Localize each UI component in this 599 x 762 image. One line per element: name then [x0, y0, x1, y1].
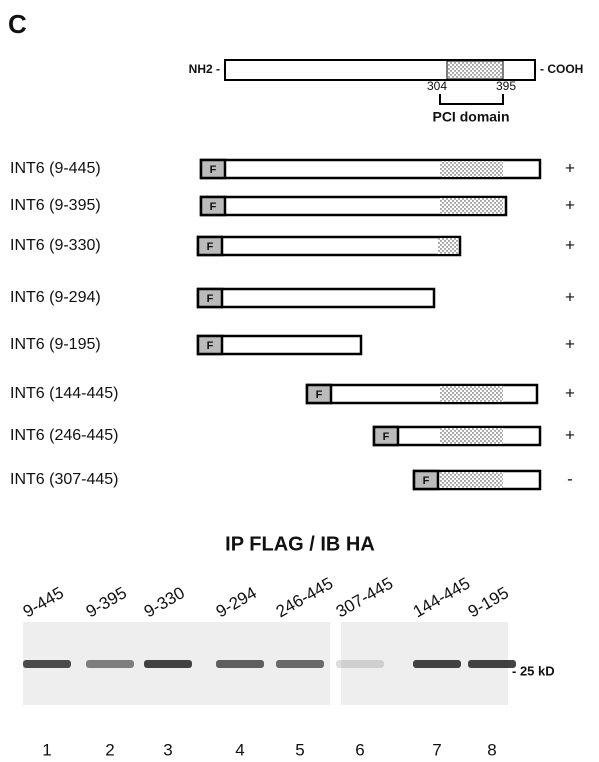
n-term: NH2 -	[189, 62, 220, 76]
lane-label: 9-395	[83, 583, 130, 621]
pci-region	[440, 161, 503, 177]
binding-result: +	[565, 235, 575, 254]
lane-label: 246-445	[273, 574, 337, 622]
lane-label: 9-294	[213, 583, 260, 621]
binding-result: +	[565, 334, 575, 353]
flag-tag-label: F	[207, 241, 214, 253]
lane-number: 2	[105, 740, 114, 759]
domain-bracket	[440, 94, 503, 104]
construct-name: INT6 (9-294)	[10, 289, 101, 306]
binding-result: +	[565, 287, 575, 306]
panel-label: C	[8, 9, 27, 39]
construct-name: INT6 (9-445)	[10, 160, 101, 177]
domain-label: PCI domain	[432, 109, 509, 125]
binding-result: +	[565, 383, 575, 402]
construct-name: INT6 (246-445)	[10, 427, 119, 444]
lane-number: 7	[432, 740, 441, 759]
figure: C NH2 - - COOH 304 395 PCI domain IP FLA…	[0, 0, 599, 762]
construct-bar	[198, 237, 460, 255]
lane-label: 9-330	[141, 583, 188, 621]
lane-label: 9-445	[20, 583, 67, 621]
domain-start: 304	[427, 79, 447, 93]
binding-result: +	[565, 425, 575, 444]
band	[468, 660, 516, 668]
band	[86, 660, 134, 668]
construct-name: INT6 (307-445)	[10, 471, 119, 488]
construct-name: INT6 (9-330)	[10, 237, 101, 254]
binding-result: +	[565, 195, 575, 214]
construct-bar	[198, 289, 434, 307]
construct-name: INT6 (144-445)	[10, 385, 119, 402]
band	[336, 660, 384, 668]
band	[144, 660, 192, 668]
lane-number: 8	[487, 740, 496, 759]
band	[276, 660, 324, 668]
pci-region	[440, 472, 503, 488]
construct-name: INT6 (9-195)	[10, 336, 101, 353]
binding-result: -	[567, 469, 573, 488]
flag-tag-label: F	[316, 389, 323, 401]
band	[413, 660, 461, 668]
pci-region	[438, 238, 458, 254]
lane-number: 4	[235, 740, 244, 759]
flag-tag-label: F	[210, 201, 217, 213]
domain-end: 395	[496, 79, 516, 93]
lane-number: 5	[295, 740, 304, 759]
band	[216, 660, 264, 668]
binding-result: +	[565, 158, 575, 177]
flag-tag-label: F	[383, 431, 390, 443]
lane-number: 3	[163, 740, 172, 759]
flag-tag-label: F	[207, 340, 214, 352]
flag-tag-label: F	[207, 293, 214, 305]
pci-region	[440, 198, 503, 214]
flag-tag-label: F	[210, 164, 217, 176]
lane-label: 144-445	[410, 574, 474, 622]
marker-label: - 25 kD	[512, 663, 555, 678]
pci-region	[440, 428, 503, 444]
lane-number: 6	[355, 740, 364, 759]
blot-title: IP FLAG / IB HA	[225, 533, 375, 555]
lane-number: 1	[42, 740, 51, 759]
lane-label: 307-445	[333, 574, 397, 622]
flag-tag-label: F	[423, 475, 430, 487]
construct-name: INT6 (9-395)	[10, 197, 101, 214]
pci-region	[440, 386, 503, 402]
band	[23, 660, 71, 668]
pci-region	[447, 61, 503, 79]
c-term: - COOH	[540, 62, 583, 76]
